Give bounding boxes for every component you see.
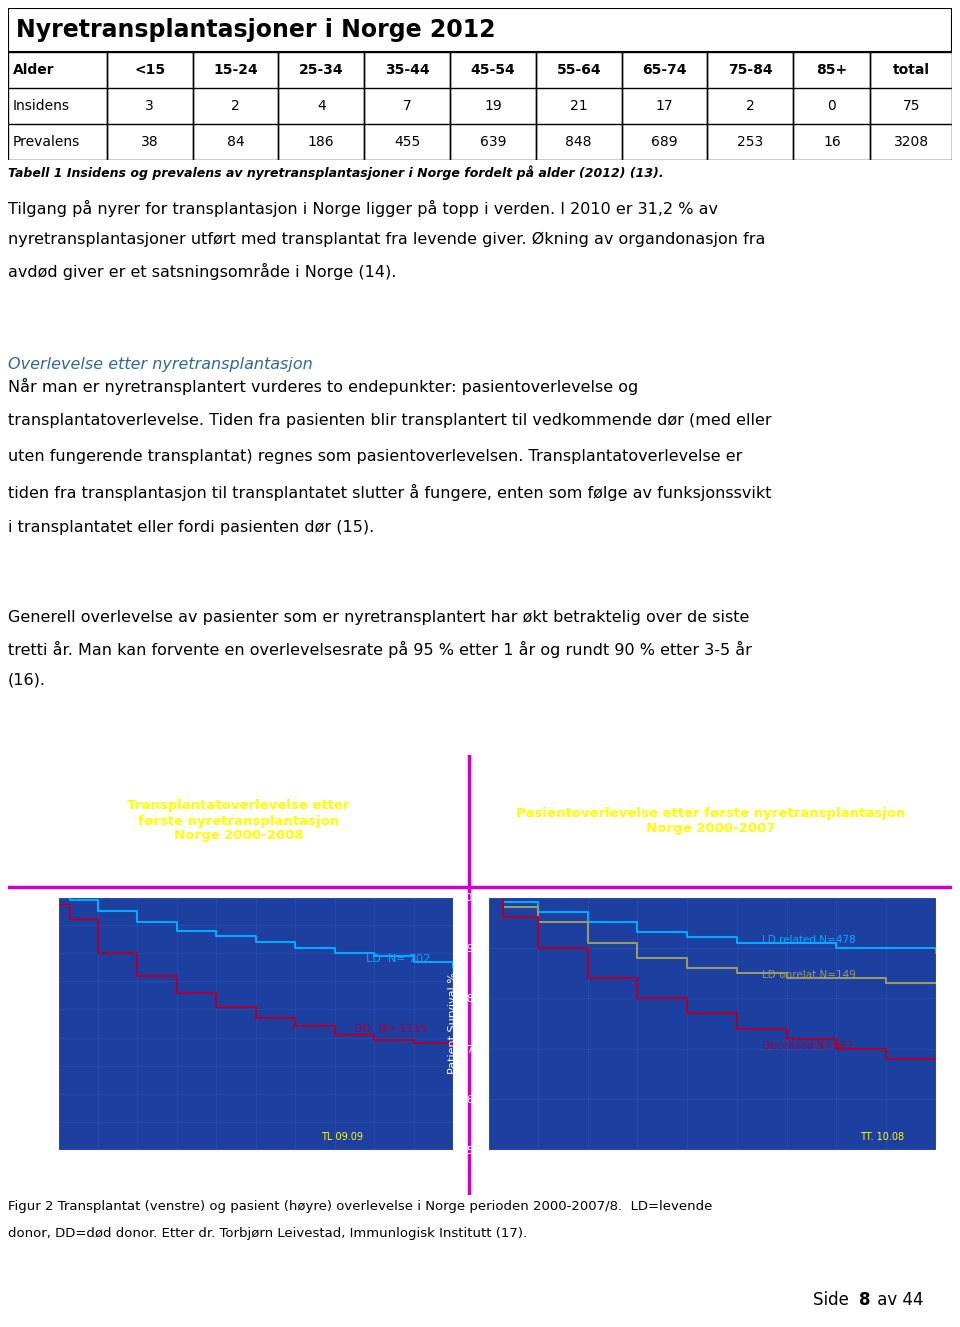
Bar <box>107 52 193 88</box>
Bar <box>278 123 364 161</box>
Text: Deceased N=967: Deceased N=967 <box>762 1040 852 1051</box>
Text: Alder: Alder <box>12 62 55 77</box>
Text: nyretransplantasjoner utført med transplantat fra levende giver. Økning av organ: nyretransplantasjoner utført med transpl… <box>8 231 765 247</box>
Text: av 44: av 44 <box>872 1291 924 1308</box>
Text: 21: 21 <box>570 100 588 113</box>
Text: 16: 16 <box>823 135 841 149</box>
Bar <box>193 52 278 88</box>
Text: Insidens: Insidens <box>12 100 70 113</box>
Text: 689: 689 <box>651 135 678 149</box>
Text: 55-64: 55-64 <box>557 62 601 77</box>
Bar <box>8 88 107 123</box>
Bar <box>793 52 871 88</box>
Bar <box>193 123 278 161</box>
Text: 25-34: 25-34 <box>299 62 344 77</box>
Bar <box>107 123 193 161</box>
Bar <box>450 52 536 88</box>
Text: 75-84: 75-84 <box>728 62 773 77</box>
Text: Pasientoverlevelse etter første nyretransplantasjon
Norge 2000-2007: Pasientoverlevelse etter første nyretran… <box>516 807 905 835</box>
Bar <box>536 123 622 161</box>
Text: DD  N= 1115: DD N= 1115 <box>354 1024 427 1034</box>
X-axis label: Years: Years <box>240 1170 271 1184</box>
Bar <box>871 123 952 161</box>
Bar <box>364 123 450 161</box>
X-axis label: Years: Years <box>696 1170 728 1184</box>
Text: Nyretransplantasjoner i Norge 2012: Nyretransplantasjoner i Norge 2012 <box>15 19 495 42</box>
Text: tiden fra transplantasjon til transplantatet slutter å fungere, enten som følge : tiden fra transplantasjon til transplant… <box>8 484 772 502</box>
Text: 3208: 3208 <box>894 135 928 149</box>
Text: LD  N= 702: LD N= 702 <box>366 954 430 963</box>
Text: Tilgang på nyrer for transplantasjon i Norge ligger på topp i verden. I 2010 er : Tilgang på nyrer for transplantasjon i N… <box>8 200 718 218</box>
Y-axis label: Patient Survival %: Patient Survival % <box>447 973 458 1075</box>
Text: transplantatoverlevelse. Tiden fra pasienten blir transplantert til vedkommende : transplantatoverlevelse. Tiden fra pasie… <box>8 414 772 429</box>
Bar <box>871 88 952 123</box>
Text: 186: 186 <box>308 135 334 149</box>
Bar <box>364 88 450 123</box>
Bar <box>107 88 193 123</box>
Text: 45-54: 45-54 <box>470 62 516 77</box>
Text: 19: 19 <box>484 100 502 113</box>
Text: 84: 84 <box>227 135 244 149</box>
Text: uten fungerende transplantat) regnes som pasientoverlevelsen. Transplantatoverle: uten fungerende transplantat) regnes som… <box>8 449 742 464</box>
Text: avdød giver er et satsningsområde i Norge (14).: avdød giver er et satsningsområde i Norg… <box>8 263 396 280</box>
Text: 4: 4 <box>317 100 325 113</box>
Text: Generell overlevelse av pasienter som er nyretransplantert har økt betraktelig o: Generell overlevelse av pasienter som er… <box>8 610 750 625</box>
Text: Prevalens: Prevalens <box>12 135 80 149</box>
Bar <box>708 88 793 123</box>
Bar <box>871 52 952 88</box>
Text: Når man er nyretransplantert vurderes to endepunkter: pasientoverlevelse og: Når man er nyretransplantert vurderes to… <box>8 378 638 395</box>
Text: (16).: (16). <box>8 673 46 687</box>
Text: 455: 455 <box>394 135 420 149</box>
Text: 85+: 85+ <box>816 62 848 77</box>
Text: 2: 2 <box>746 100 755 113</box>
Bar <box>450 123 536 161</box>
Text: 2: 2 <box>231 100 240 113</box>
Text: 35-44: 35-44 <box>385 62 429 77</box>
Bar <box>8 52 107 88</box>
Bar <box>622 88 708 123</box>
Text: 8: 8 <box>859 1291 871 1308</box>
Text: <15: <15 <box>134 62 165 77</box>
Text: LD unrelat N=149: LD unrelat N=149 <box>762 970 855 979</box>
Text: Transplantatoverlevelse etter
første nyretransplantasjon
Norge 2000-2008: Transplantatoverlevelse etter første nyr… <box>127 799 349 843</box>
Y-axis label: Graft Survival %: Graft Survival % <box>18 978 28 1070</box>
Bar <box>793 123 871 161</box>
Text: TT. 10.08: TT. 10.08 <box>860 1132 904 1141</box>
Bar <box>536 88 622 123</box>
Text: donor, DD=død donor. Etter dr. Torbjørn Leivestad, Immunlogisk Institutt (17).: donor, DD=død donor. Etter dr. Torbjørn … <box>8 1227 527 1239</box>
Text: 17: 17 <box>656 100 673 113</box>
Text: 0: 0 <box>828 100 836 113</box>
Text: TL 09.09: TL 09.09 <box>322 1132 364 1141</box>
Text: tretti år. Man kan forvente en overlevelsesrate på 95 % etter 1 år og rundt 90 %: tretti år. Man kan forvente en overlevel… <box>8 641 752 658</box>
Text: LD related N=478: LD related N=478 <box>762 934 855 945</box>
Bar <box>8 123 107 161</box>
Bar <box>278 88 364 123</box>
Bar <box>793 88 871 123</box>
Text: Overlevelse etter nyretransplantasjon: Overlevelse etter nyretransplantasjon <box>8 357 313 372</box>
Text: 3: 3 <box>145 100 154 113</box>
Text: 65-74: 65-74 <box>642 62 686 77</box>
Text: 639: 639 <box>480 135 506 149</box>
Bar <box>364 52 450 88</box>
Text: 848: 848 <box>565 135 592 149</box>
Text: 7: 7 <box>402 100 412 113</box>
Bar <box>622 52 708 88</box>
Bar <box>708 52 793 88</box>
Text: 75: 75 <box>902 100 920 113</box>
Text: 253: 253 <box>737 135 763 149</box>
Bar <box>622 123 708 161</box>
Text: Figur 2 Transplantat (venstre) og pasient (høyre) overlevelse i Norge perioden 2: Figur 2 Transplantat (venstre) og pasien… <box>8 1200 712 1213</box>
Bar <box>708 123 793 161</box>
Text: i transplantatet eller fordi pasienten dør (15).: i transplantatet eller fordi pasienten d… <box>8 520 374 535</box>
Text: 15-24: 15-24 <box>213 62 258 77</box>
Bar <box>278 52 364 88</box>
Bar <box>450 88 536 123</box>
Text: Tabell 1 Insidens og prevalens av nyretransplantasjoner i Norge fordelt på alder: Tabell 1 Insidens og prevalens av nyretr… <box>8 166 663 180</box>
Bar <box>536 52 622 88</box>
Bar <box>193 88 278 123</box>
Text: 38: 38 <box>141 135 158 149</box>
Text: total: total <box>893 62 929 77</box>
Text: Side: Side <box>813 1291 854 1308</box>
